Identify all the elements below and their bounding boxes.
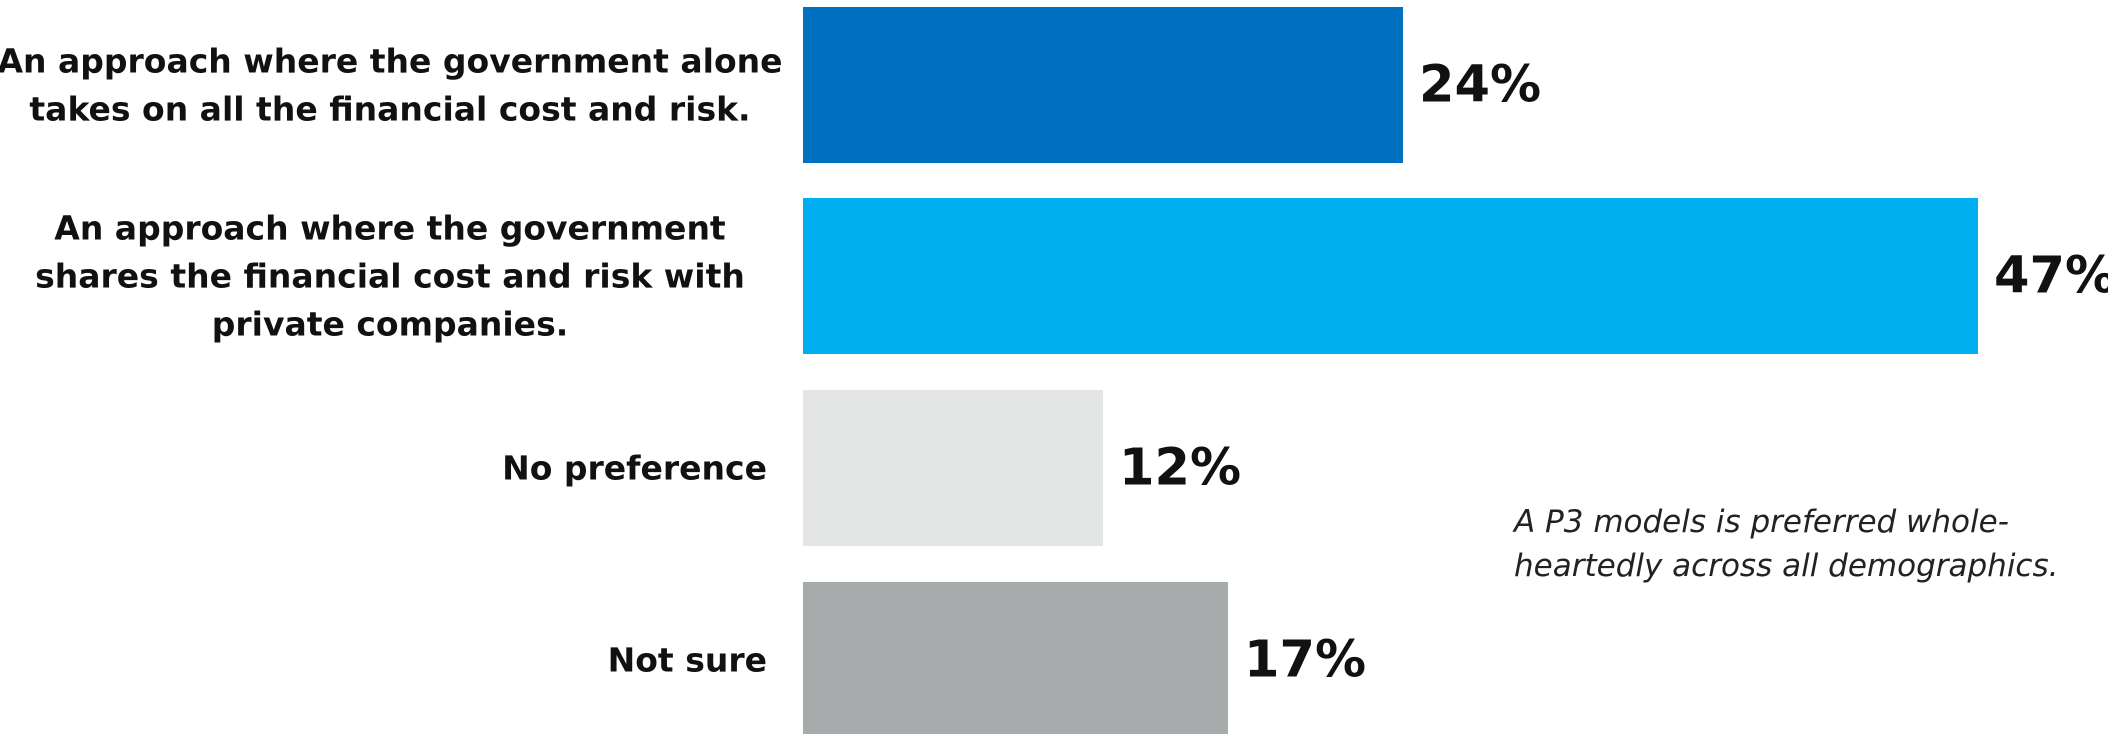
value-label-2: 47% xyxy=(1994,247,2108,306)
category-label-2: An approach where the government shares t… xyxy=(35,209,745,344)
chart-annotation: A P3 models is preferred whole-heartedly… xyxy=(1514,504,2059,584)
bar-2 xyxy=(803,198,1978,354)
category-label-3: No preference xyxy=(502,449,767,488)
value-label-1: 24% xyxy=(1419,56,1541,115)
category-label-1: An approach where the government alone ta… xyxy=(0,42,783,129)
bar-3 xyxy=(803,390,1103,546)
bar-1 xyxy=(803,7,1403,163)
bar-4 xyxy=(803,582,1228,734)
value-label-3: 12% xyxy=(1119,439,1241,498)
category-label-4: Not sure xyxy=(608,641,767,680)
value-label-4: 17% xyxy=(1244,631,1366,690)
